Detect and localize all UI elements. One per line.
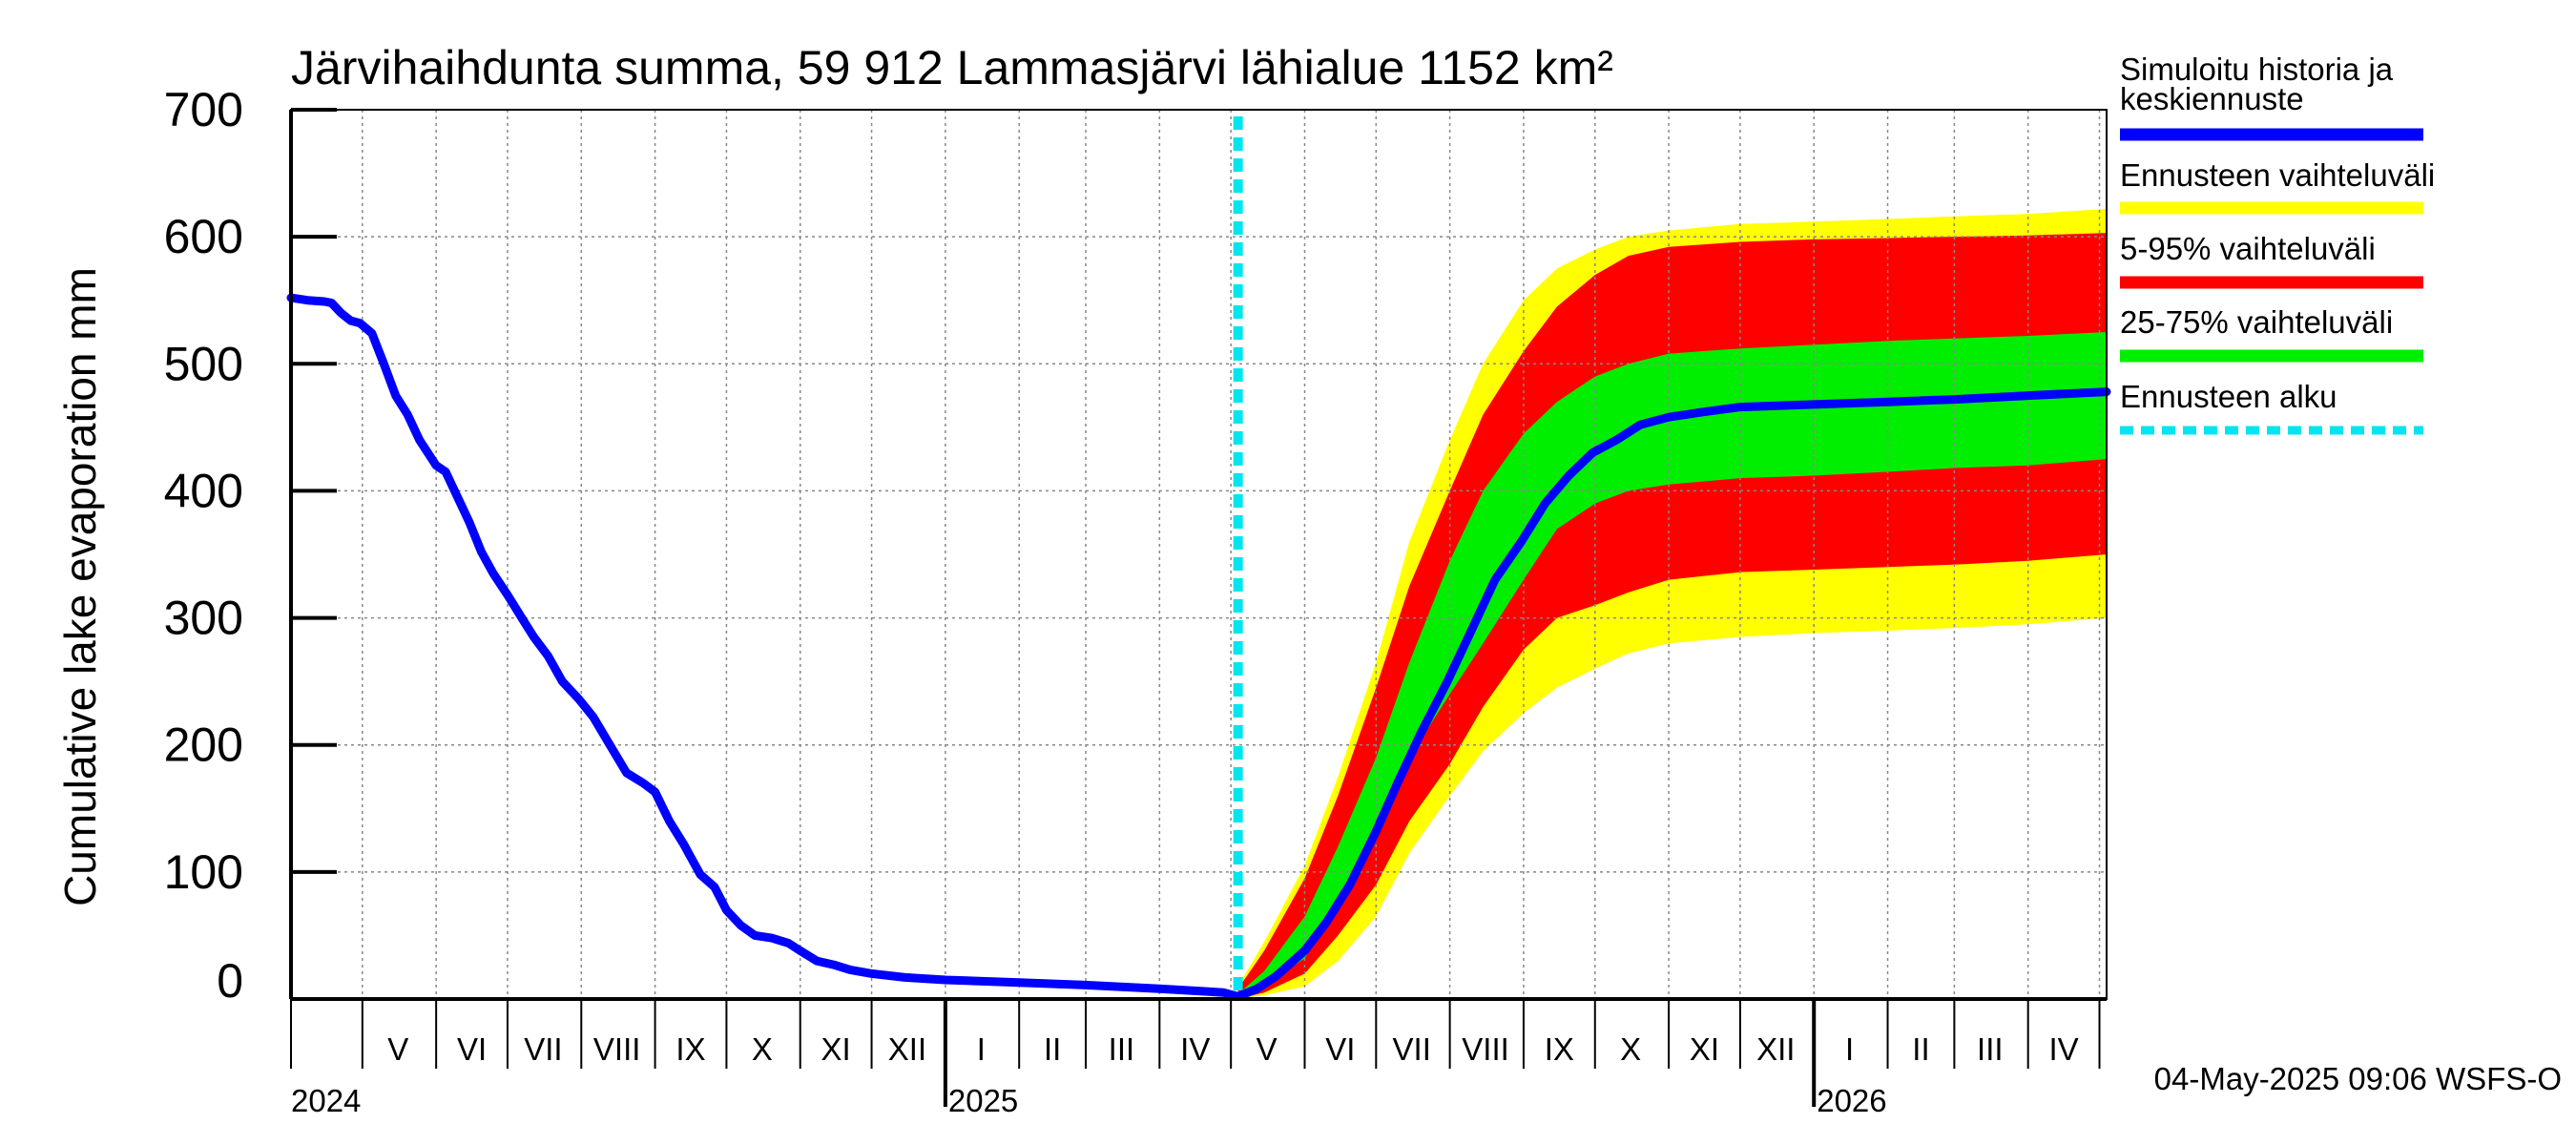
x-year-label: 2025 xyxy=(948,1083,1018,1118)
x-year-label: 2024 xyxy=(291,1083,361,1118)
y-tick-label: 200 xyxy=(164,718,243,772)
x-month-label: V xyxy=(387,1031,408,1067)
x-month-label: XI xyxy=(1690,1031,1719,1067)
x-month-label: II xyxy=(1044,1031,1061,1067)
x-month-label: VII xyxy=(1393,1031,1431,1067)
y-tick-label: 500 xyxy=(164,337,243,390)
x-month-label: VII xyxy=(524,1031,562,1067)
x-month-label: III xyxy=(1977,1031,2004,1067)
x-month-label: VIII xyxy=(593,1031,641,1067)
y-tick-label: 300 xyxy=(164,592,243,645)
x-month-label: X xyxy=(1620,1031,1641,1067)
x-month-label: IX xyxy=(1545,1031,1574,1067)
legend-label: keskiennuste xyxy=(2120,81,2304,116)
chart-title: Järvihaihdunta summa, 59 912 Lammasjärvi… xyxy=(291,41,1613,94)
y-tick-labels: 0 100 200 300 400 500 600 700 xyxy=(164,83,337,1008)
plot-frame xyxy=(289,109,2108,1001)
x-month-label: VIII xyxy=(1462,1031,1509,1067)
x-month-label: II xyxy=(1912,1031,1929,1067)
legend-label: 5-95% vaihteluväli xyxy=(2120,231,2376,266)
y-tick-label: 0 xyxy=(217,954,243,1008)
x-month-label: I xyxy=(977,1031,986,1067)
legend-label: Ennusteen alku xyxy=(2120,379,2337,414)
x-month-label: I xyxy=(1845,1031,1854,1067)
x-month-label: VI xyxy=(1325,1031,1355,1067)
y-tick-label: 600 xyxy=(164,210,243,263)
x-month-label: V xyxy=(1257,1031,1278,1067)
mean-series xyxy=(286,293,2111,1001)
x-year-label: 2026 xyxy=(1817,1083,1886,1118)
x-month-label: IX xyxy=(675,1031,705,1067)
legend-label: Ennusteen vaihteluväli xyxy=(2120,157,2435,193)
x-month-label: IV xyxy=(1180,1031,1210,1067)
y-tick-label: 400 xyxy=(164,464,243,517)
legend-label: Simuloitu historia ja xyxy=(2120,52,2394,87)
x-axis: V VI VII VIII IX X XI XII I II III IV V VI VII VIII IX X X… xyxy=(290,999,2101,1118)
forecast-bands xyxy=(1237,208,2107,1000)
legend-label: 25-75% vaihteluväli xyxy=(2120,304,2393,340)
x-month-label: VI xyxy=(457,1031,487,1067)
x-month-label: IV xyxy=(2049,1031,2079,1067)
timestamp: 04-May-2025 09:06 WSFS-O xyxy=(2154,1061,2562,1096)
y-tick-label: 700 xyxy=(164,83,243,136)
x-month-label: III xyxy=(1109,1031,1135,1067)
x-month-label: XII xyxy=(1756,1031,1795,1067)
y-axis-label: Cumulative lake evaporation mm xyxy=(55,267,105,906)
y-tick-label: 100 xyxy=(164,845,243,899)
x-month-label: XI xyxy=(821,1031,851,1067)
x-month-label: XII xyxy=(888,1031,926,1067)
x-month-label: X xyxy=(752,1031,773,1067)
mean-line xyxy=(286,293,2111,1001)
